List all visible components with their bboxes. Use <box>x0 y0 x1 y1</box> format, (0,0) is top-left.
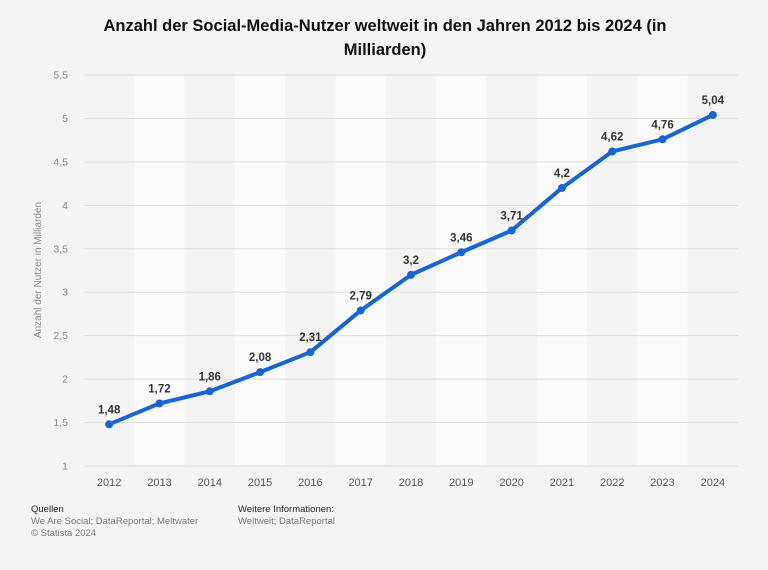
data-label: 5,04 <box>702 95 725 107</box>
y-tick-label: 3,5 <box>53 243 68 255</box>
data-label: 2,31 <box>299 332 322 344</box>
data-point <box>608 147 617 156</box>
data-label: 3,46 <box>450 232 472 244</box>
data-label: 2,79 <box>349 290 371 302</box>
y-axis-ticks: 1 1,5 2 2,5 3 3,5 4 4,5 5 5,5 <box>53 70 68 473</box>
column-band <box>536 75 588 466</box>
data-label: 1,48 <box>98 404 121 416</box>
data-point <box>306 348 315 357</box>
copyright-text: © Statista 2024 <box>31 528 97 539</box>
x-tick-label: 2022 <box>600 477 624 489</box>
sources-heading: Quellen <box>31 504 64 515</box>
data-point <box>155 399 164 408</box>
x-tick-label: 2023 <box>650 477 674 489</box>
sources-block: Quellen We Are Social; DataReportal; Mel… <box>31 504 198 540</box>
column-band <box>84 75 135 466</box>
data-label: 3,2 <box>403 255 419 267</box>
data-label: 4,76 <box>651 119 673 131</box>
x-tick-label: 2012 <box>97 477 121 489</box>
data-point <box>658 135 667 144</box>
data-label: 1,86 <box>199 371 221 383</box>
column-bands <box>84 75 738 466</box>
x-tick-label: 2014 <box>198 477 222 489</box>
x-tick-label: 2016 <box>298 477 322 489</box>
gridlines <box>84 74 738 467</box>
x-tick-label: 2013 <box>147 477 171 489</box>
data-point <box>256 368 265 377</box>
x-tick-label: 2015 <box>248 477 272 489</box>
column-band <box>587 75 638 466</box>
x-tick-label: 2020 <box>499 477 523 489</box>
y-axis-label: Anzahl der Nutzer in Milliarden <box>33 202 44 338</box>
column-band <box>184 75 235 466</box>
x-tick-label: 2019 <box>449 477 473 489</box>
data-label: 4,2 <box>554 168 570 180</box>
data-point <box>356 306 365 315</box>
data-point <box>507 226 516 235</box>
data-point <box>708 110 717 119</box>
x-tick-label: 2024 <box>701 477 725 489</box>
data-label: 4,62 <box>601 131 623 143</box>
y-tick-label: 2 <box>62 374 68 386</box>
column-band <box>285 75 336 466</box>
info-block: Weitere Informationen: Weltweit; DataRep… <box>238 504 335 528</box>
x-axis-ticks: 2012 2013 2014 2015 2016 2017 2018 2019 2020 2021… <box>97 477 725 489</box>
y-tick-label: 3 <box>62 287 68 299</box>
x-tick-label: 2017 <box>348 477 372 489</box>
column-band <box>234 75 286 466</box>
info-heading: Weitere Informationen: <box>238 504 334 515</box>
column-band <box>687 75 738 466</box>
info-text: Weltweit; DataReportal <box>238 516 335 527</box>
data-label: 1,72 <box>148 383 170 395</box>
y-tick-label: 5 <box>62 113 68 125</box>
column-band <box>637 75 688 466</box>
column-band <box>385 75 437 466</box>
chart-title: Anzahl der Social-Media-Nutzer weltweit … <box>103 17 667 59</box>
column-band <box>335 75 386 466</box>
y-tick-label: 1 <box>62 461 68 473</box>
data-point <box>557 183 566 192</box>
x-tick-label: 2018 <box>399 477 423 489</box>
y-tick-label: 1,5 <box>53 417 68 429</box>
column-band <box>436 75 487 466</box>
sources-text: We Are Social; DataReportal; Meltwater <box>31 516 199 527</box>
data-point <box>457 248 466 257</box>
data-label: 2,08 <box>249 352 272 364</box>
column-band <box>486 75 537 466</box>
data-points <box>105 110 717 429</box>
y-tick-label: 2,5 <box>53 330 68 342</box>
y-tick-label: 4 <box>62 200 68 212</box>
data-point <box>205 387 214 396</box>
x-tick-label: 2021 <box>550 477 574 489</box>
data-point <box>105 420 114 429</box>
y-tick-label: 4,5 <box>53 156 68 168</box>
y-tick-label: 5,5 <box>53 70 68 82</box>
data-point <box>407 270 415 279</box>
data-label: 3,71 <box>500 211 523 223</box>
data-labels: 1,48 1,72 1,86 2,08 2,31 2,79 3,2 3,46 3,71 4,2 4,… <box>98 95 725 416</box>
